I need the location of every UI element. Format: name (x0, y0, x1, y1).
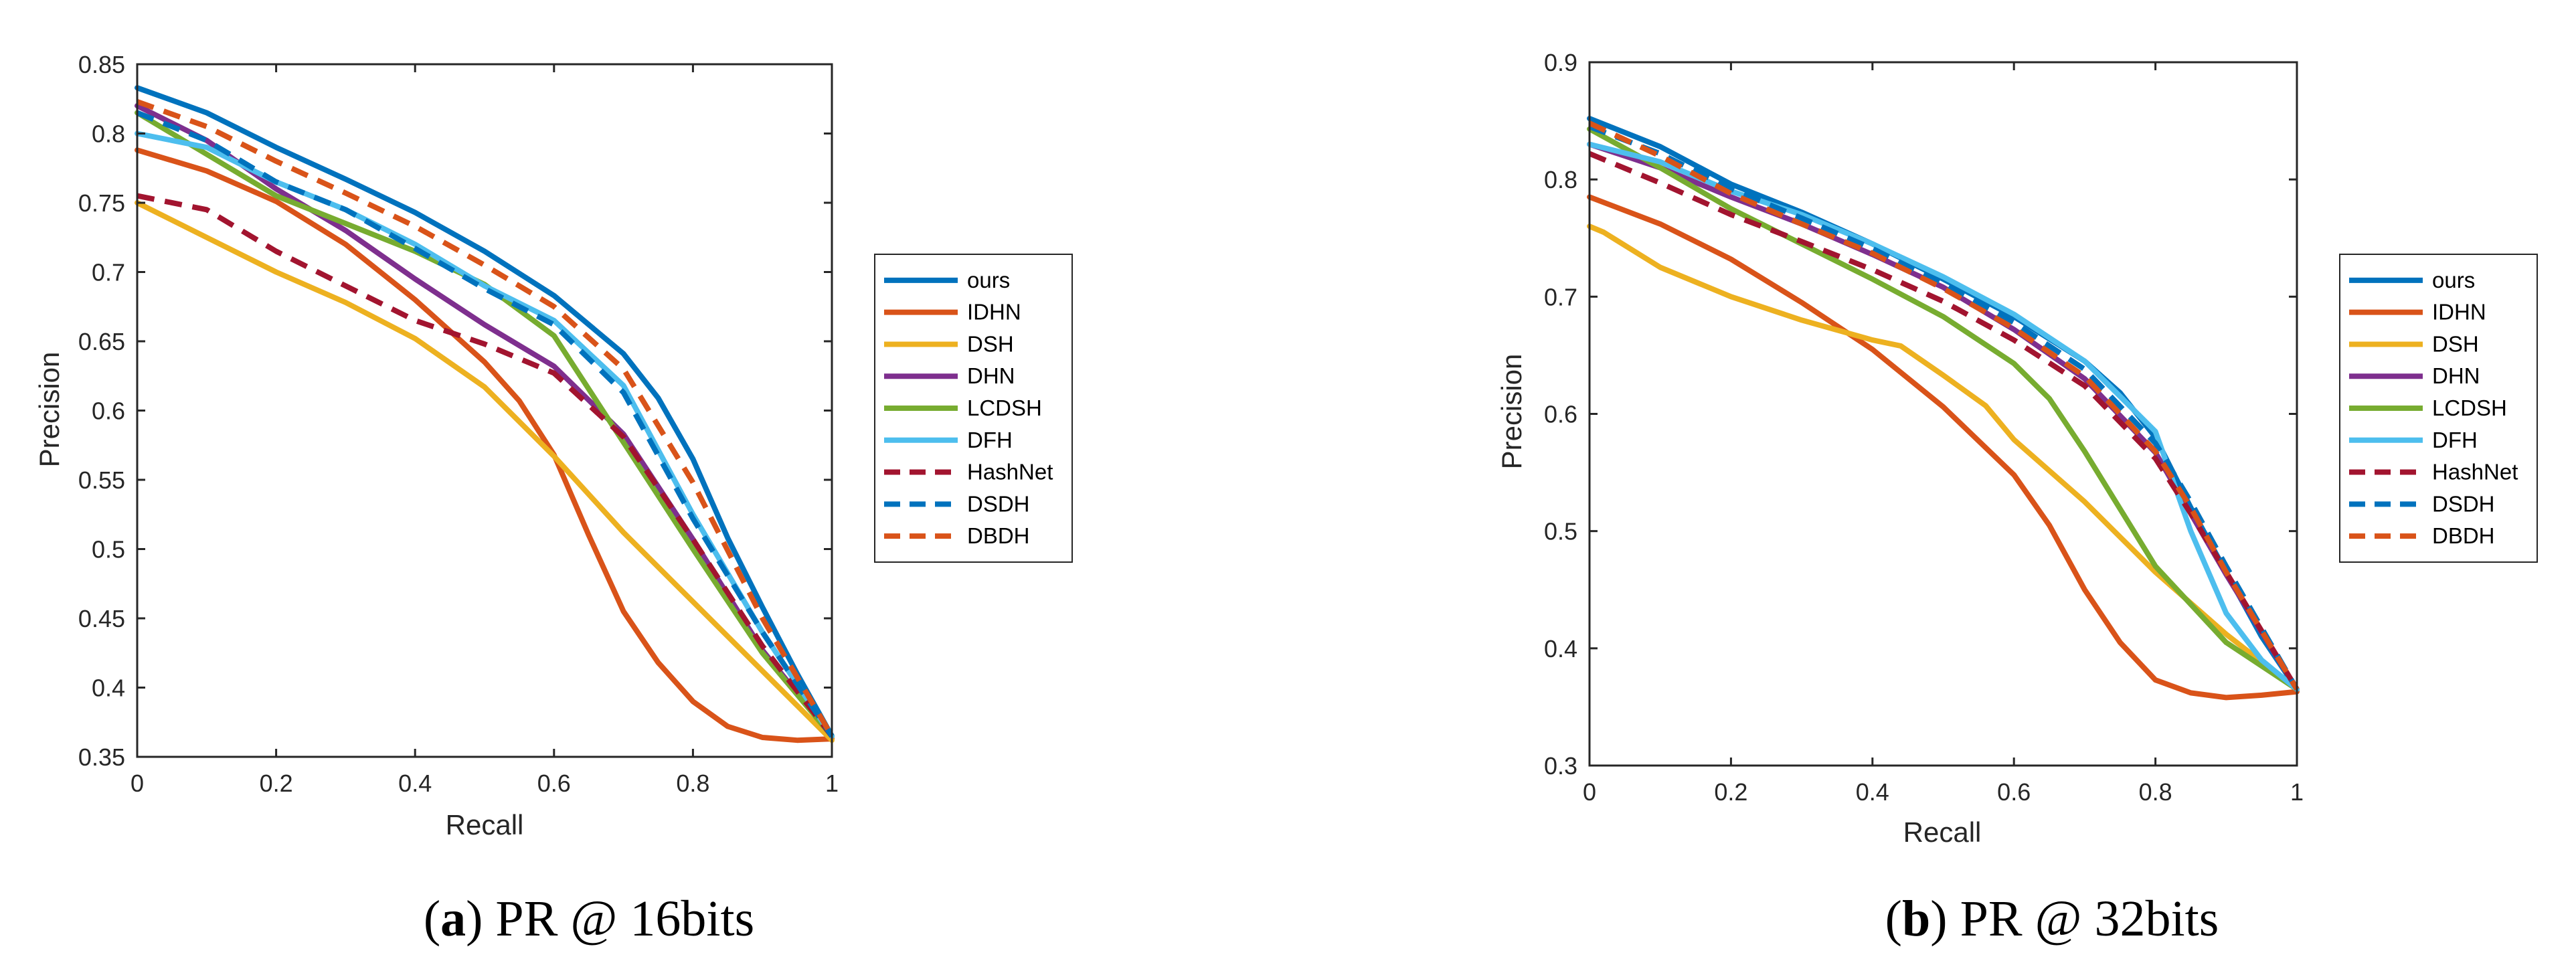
y-tick-label: 0.55 (78, 466, 125, 494)
x-tick-label: 0.2 (260, 770, 293, 797)
y-tick-label: 0.3 (1544, 752, 1577, 780)
y-tick-label: 0.9 (1544, 49, 1577, 76)
x-tick-label: 0.8 (2139, 778, 2172, 806)
y-tick-label: 0.4 (1544, 635, 1577, 662)
legend-label-dhn: DHN (967, 363, 1015, 388)
y-tick-label: 0.8 (1544, 166, 1577, 193)
x-tick-label: 1 (2290, 778, 2304, 806)
x-tick-label: 0.2 (1714, 778, 1747, 806)
legend-label-ours: ours (2432, 268, 2475, 292)
series-line-dsh (1587, 224, 2300, 693)
legend-label-ours: ours (967, 268, 1010, 292)
figure-caption: (a) PR @ 16bits (424, 891, 754, 947)
x-tick-label: 0.6 (537, 770, 571, 797)
series-line-dsdh (1588, 124, 2300, 691)
legend: ours IDHN DSH DHN LCDSH DFH HashNet DSDH DBDH (2339, 254, 2538, 563)
series-line-idhn (135, 147, 835, 743)
legend-label-idhn: IDHN (2432, 300, 2486, 325)
legend-label-dbdh: DBDH (967, 523, 1030, 548)
y-tick-label: 0.35 (78, 743, 125, 771)
series-line-dbdh (136, 99, 835, 738)
y-tick-label: 0.6 (1544, 401, 1577, 428)
x-tick-label: 0.4 (398, 770, 432, 797)
y-tick-label: 0.6 (92, 397, 125, 425)
y-tick-label: 0.5 (1544, 518, 1577, 545)
legend-label-idhn: IDHN (967, 300, 1021, 325)
series-line-dbdh (1588, 120, 2300, 691)
series-line-hashnet (137, 193, 835, 738)
x-axis-title: Recall (1903, 816, 1982, 848)
series-line-dfh (135, 130, 835, 739)
series-line-dsh (135, 200, 835, 743)
plot-area (137, 64, 832, 757)
y-axis-title: Precision (33, 352, 65, 468)
legend-label-dhn: DHN (2432, 363, 2480, 388)
series-line-idhn (1587, 194, 2300, 701)
y-tick-label: 0.4 (92, 675, 125, 702)
series-line-lcdsh (1587, 126, 2300, 693)
legend-label-dsdh: DSDH (967, 491, 1030, 516)
x-axis-title: Recall (446, 809, 524, 840)
x-tick-label: 0.4 (1856, 778, 1889, 806)
y-tick-label: 0.85 (78, 51, 125, 78)
series-line-dsdh (136, 110, 835, 738)
y-axis-title: Precision (1496, 354, 1527, 470)
figure-caption: (b) PR @ 32bits (1885, 891, 2219, 947)
chart-2: 0 0.2 0.4 0.6 0.8 1 0.3 0.4 0.5 0.6 0.7 0.8 0.9 Recal… (1496, 49, 2538, 947)
y-tick-label: 0.45 (78, 605, 125, 632)
legend-label-dfh: DFH (967, 428, 1013, 452)
series-line-ours (135, 85, 835, 739)
y-tick-label: 0.7 (92, 259, 125, 286)
y-tick-label: 0.75 (78, 189, 125, 217)
y-tick-label: 0.7 (1544, 283, 1577, 310)
x-tick-label: 0 (131, 770, 144, 797)
x-tick-label: 0.8 (676, 770, 709, 797)
y-tick-label: 0.8 (92, 120, 125, 148)
legend-label-dbdh: DBDH (2432, 523, 2495, 548)
y-tick-label: 0.5 (92, 536, 125, 563)
legend-label-dfh: DFH (2432, 428, 2478, 452)
legend-label-dsdh: DSDH (2432, 491, 2495, 516)
y-tick-label: 0.65 (78, 328, 125, 355)
chart-1: 0 0.2 0.4 0.6 0.8 1 0.35 0.4 0.45 0.5 0.55 0.6 0.65 0… (33, 51, 1073, 947)
x-tick-label: 0.6 (1997, 778, 2031, 806)
legend-label-lcdsh: LCDSH (967, 395, 1042, 420)
legend-label-hashnet: HashNet (967, 460, 1053, 484)
series-line-hashnet (1588, 151, 2300, 691)
legend-label-hashnet: HashNet (2432, 460, 2518, 484)
x-tick-label: 0 (1583, 778, 1596, 806)
legend-label-dsh: DSH (967, 331, 1014, 356)
legend-label-dsh: DSH (2432, 331, 2479, 356)
x-tick-label: 1 (825, 770, 839, 797)
legend-label-lcdsh: LCDSH (2432, 395, 2507, 420)
legend: ours IDHN DSH DHN LCDSH DFH HashNet DSDH DBDH (874, 254, 1073, 563)
